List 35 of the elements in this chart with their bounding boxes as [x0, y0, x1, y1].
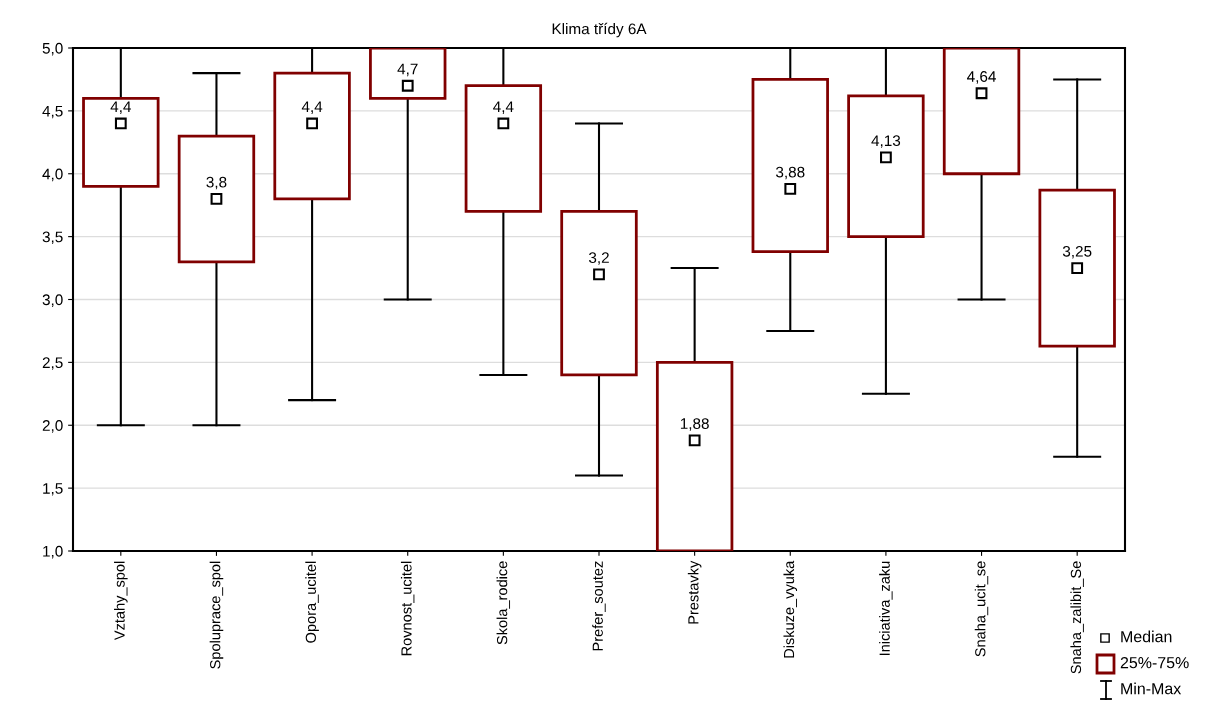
text: 3,88	[775, 166, 805, 180]
y-tick-label: 1,5	[43, 483, 63, 496]
text: 3,8	[206, 176, 227, 190]
x-tick-label: Snaha_ucit_se	[974, 561, 989, 657]
text: 4,13	[871, 135, 901, 148]
x-tick-label: Snaha_zalibit_Se	[1070, 561, 1084, 674]
text: 4,4	[301, 101, 323, 114]
x-tick-label: Vztahy_spol	[114, 561, 128, 641]
y-tick-label: 5,0	[42, 42, 63, 56]
x-tick-label: Rovnost_ucitel	[400, 561, 415, 656]
x-tick-label: Diskuze_vyuka	[783, 560, 798, 658]
text: 3,2	[588, 252, 609, 265]
y-tick-label: 4,0	[42, 168, 63, 182]
y-tick-label: 2,0	[42, 420, 63, 433]
text: 4,4	[493, 101, 514, 114]
x-tick-label: Opora_ucitel	[305, 561, 319, 643]
y-tick-label: 1,0	[43, 545, 63, 559]
text: 4,4	[110, 101, 131, 114]
text: 1,88	[680, 418, 709, 431]
y-tick-label: 3,5	[42, 231, 63, 245]
text: Min-Max	[1121, 682, 1182, 695]
y-tick-label: 3,0	[42, 294, 63, 307]
x-tick-label: Prefer_soutez	[592, 561, 606, 651]
x-tick-label: Spoluprace_spol	[209, 561, 224, 669]
y-tick-label: 2,5	[42, 357, 63, 370]
chart-title: Klima třídy 6A	[552, 22, 647, 38]
text: 3,25	[1062, 245, 1092, 259]
text: 4,64	[967, 71, 996, 84]
x-tick-label: Prestavky	[687, 560, 702, 624]
x-tick-label: Iniciativa_zaku	[879, 561, 893, 656]
y-tick-label: 4,5	[42, 105, 63, 119]
text: Median	[1121, 630, 1172, 643]
x-tick-label: Skola_rodice	[496, 561, 511, 645]
text: 25%-75%	[1120, 656, 1189, 669]
text: 4,7	[397, 63, 418, 77]
